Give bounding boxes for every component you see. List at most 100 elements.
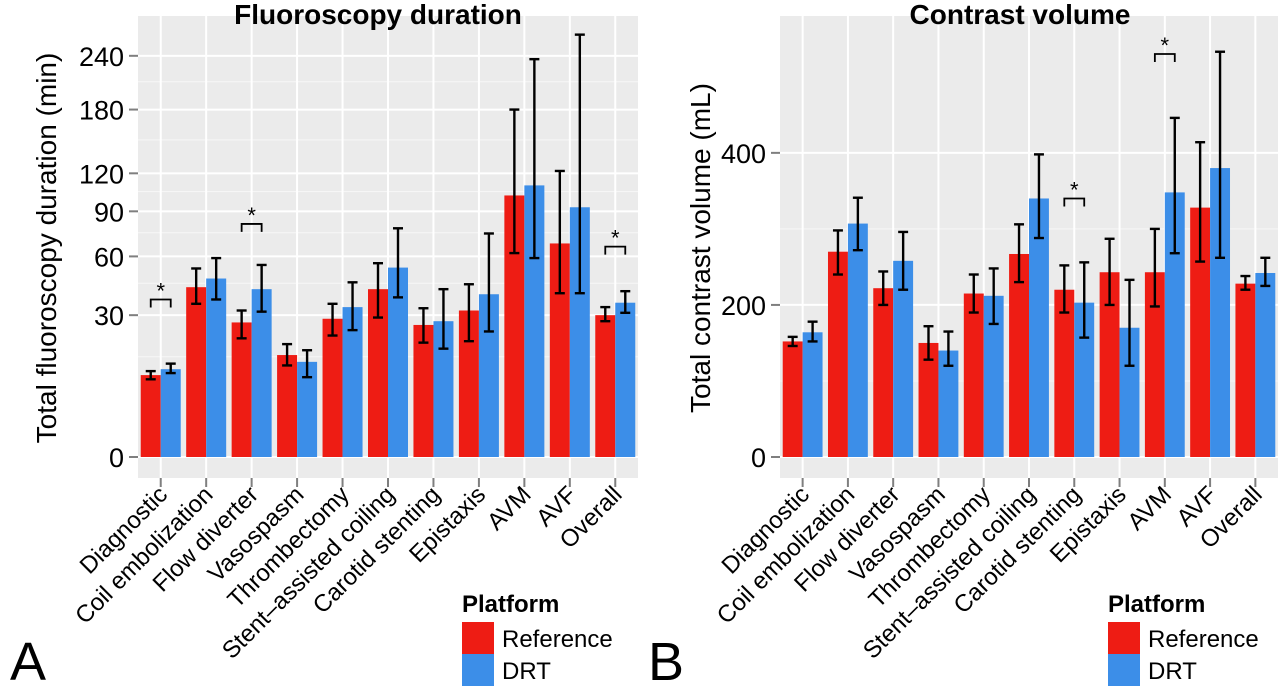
bar-drt: [388, 267, 408, 457]
error-bar: [574, 33, 585, 295]
legend-label: Reference: [502, 626, 613, 653]
bar-drt: [893, 260, 914, 457]
legend-title: Platform: [1108, 591, 1205, 618]
error-bar: [1033, 153, 1044, 240]
chart-title: Fluoroscopy duration: [234, 0, 522, 30]
error-bar: [1124, 278, 1135, 367]
y-axis-label: Total fluoroscopy duration (min): [31, 53, 62, 444]
significance-asterisk: *: [247, 203, 256, 228]
error-bar: [302, 349, 313, 379]
significance-bracket: *: [604, 226, 627, 255]
y-tick-label: 180: [79, 96, 124, 126]
significance-asterisk: *: [1070, 177, 1079, 202]
bar-drt: [1164, 192, 1185, 457]
legend-title: Platform: [462, 591, 559, 618]
error-bar: [145, 369, 156, 381]
bar-reference: [827, 251, 848, 457]
bracket-line: [1153, 53, 1176, 63]
significance-bracket: *: [1153, 33, 1176, 63]
error-bar: [327, 302, 338, 337]
bar-reference: [1235, 283, 1256, 457]
error-bar: [988, 267, 999, 326]
bar-drt: [847, 223, 868, 457]
legend-label: Reference: [1148, 626, 1259, 653]
error-bar: [898, 230, 909, 291]
legend: Platform Reference DRT: [462, 591, 613, 686]
y-tick-label: 90: [94, 197, 124, 227]
bar-drt: [433, 321, 454, 457]
bar-reference: [504, 195, 525, 458]
bar-reference: [322, 318, 343, 457]
legend-key-drt: [1108, 654, 1140, 686]
bar-drt: [160, 369, 181, 457]
error-bar: [923, 325, 934, 361]
bar-reference: [368, 289, 388, 457]
error-bar: [191, 267, 202, 305]
bar-reference: [231, 322, 252, 457]
bar-reference: [595, 315, 616, 457]
bar-reference: [1099, 272, 1120, 457]
y-tick-label: 120: [79, 159, 124, 189]
significance-bracket: *: [149, 278, 172, 308]
error-bar: [463, 283, 474, 343]
error-bar: [393, 227, 403, 299]
bar-drt: [938, 350, 959, 457]
bar-reference: [963, 293, 984, 457]
error-bar: [1260, 256, 1271, 288]
error-bar: [347, 281, 358, 332]
error-bar: [852, 196, 863, 252]
bar-reference: [1190, 207, 1211, 457]
error-bar: [256, 263, 267, 313]
error-bar: [554, 169, 565, 295]
y-tick-label: 400: [721, 139, 766, 169]
bar-drt: [1074, 302, 1095, 457]
legend: Platform Reference DRT: [1108, 591, 1259, 686]
error-bar: [1240, 274, 1251, 291]
bar-reference: [1144, 272, 1165, 457]
bar-drt: [1210, 168, 1231, 457]
bar-drt: [297, 361, 318, 457]
y-axis-label: Total contrast volume (mL): [685, 83, 716, 413]
significance-bracket: *: [1063, 177, 1086, 207]
error-bar: [832, 229, 843, 276]
error-bar: [236, 309, 247, 340]
error-bar: [483, 232, 494, 333]
bracket-line: [1063, 197, 1086, 207]
error-bar: [620, 289, 631, 315]
error-bar: [1215, 50, 1226, 259]
bar-reference: [873, 288, 894, 457]
error-bar: [1014, 223, 1025, 284]
bar-drt: [524, 185, 545, 457]
chart-title: Contrast volume: [910, 0, 1131, 30]
bar-drt: [251, 289, 272, 457]
error-bar: [1195, 141, 1206, 263]
error-bar: [165, 362, 176, 375]
bar-reference: [1054, 289, 1075, 457]
panel-label: A: [10, 632, 46, 688]
bar-drt: [983, 295, 1004, 457]
bar-reference: [277, 355, 298, 457]
significance-asterisk: *: [156, 278, 165, 303]
error-bar: [878, 270, 889, 307]
panel-label: B: [648, 632, 684, 688]
error-bar: [438, 287, 449, 350]
error-bar: [787, 335, 798, 348]
error-bar: [968, 273, 979, 314]
significance-asterisk: *: [1161, 33, 1170, 58]
bar-reference: [1009, 253, 1029, 457]
legend-key-drt: [462, 654, 494, 686]
x-tick-label: AVM: [1122, 481, 1177, 536]
y-tick-label: 30: [94, 301, 124, 331]
bar-reference: [782, 341, 803, 457]
y-tick-label: 200: [721, 291, 766, 321]
bar-reference: [918, 342, 939, 457]
error-bar: [1169, 116, 1180, 255]
error-bar: [373, 262, 383, 319]
error-bar: [1079, 261, 1090, 339]
legend-key-reference: [1108, 622, 1140, 654]
bar-drt: [1119, 327, 1140, 457]
bar-drt: [1029, 198, 1049, 457]
